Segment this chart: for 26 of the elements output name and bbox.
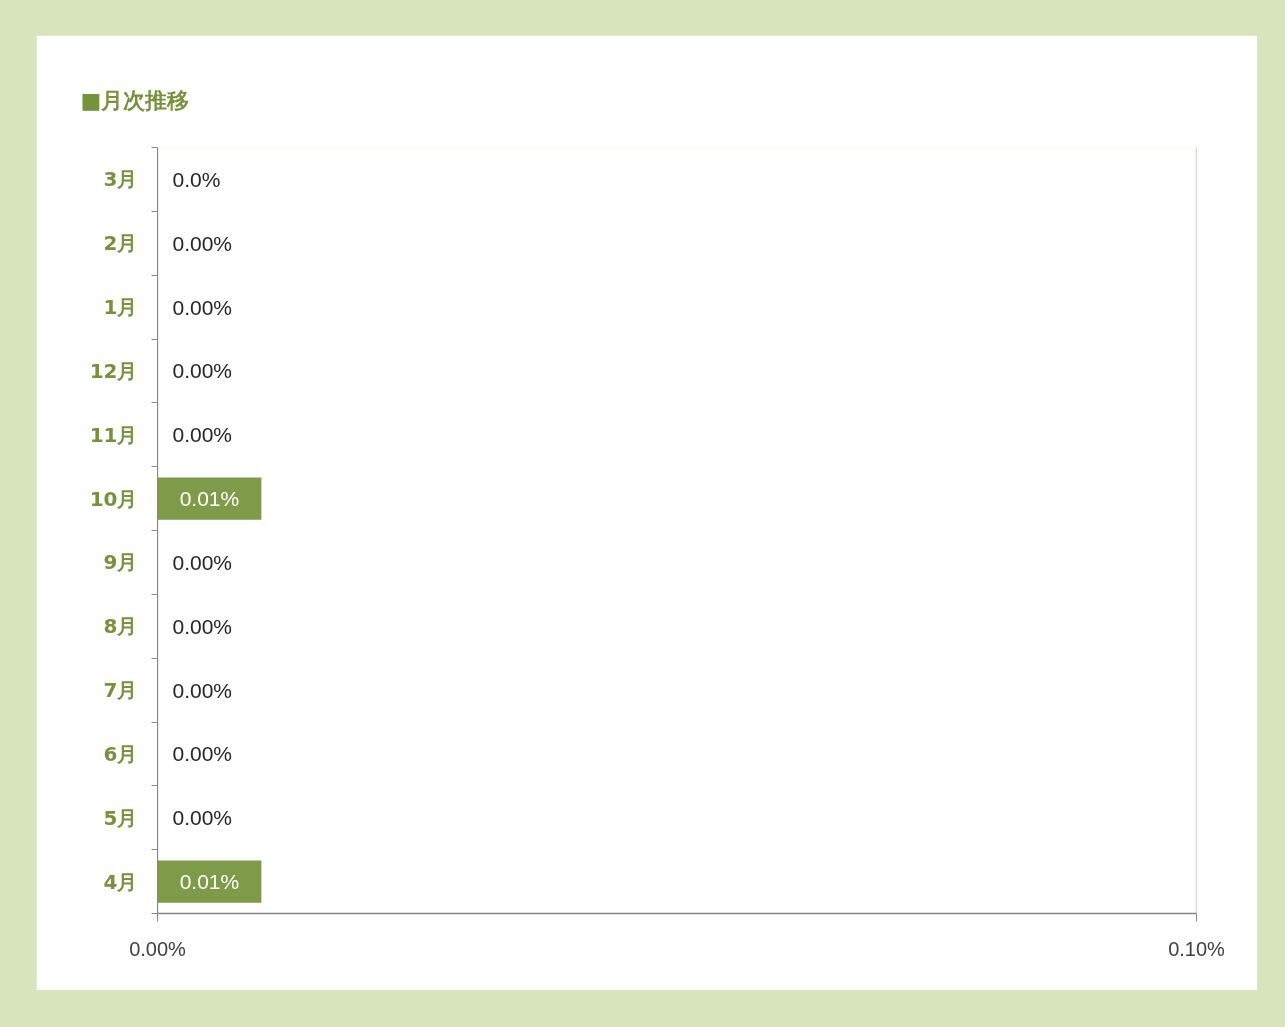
x-tick-label: 0.10%	[1168, 937, 1226, 960]
y-tick-label: 1月	[103, 295, 138, 320]
y-tick-label: 5月	[103, 805, 138, 830]
data-label: 0.00%	[172, 231, 233, 255]
y-tick-label: 3月	[103, 167, 138, 192]
y-tick-label: 7月	[103, 678, 138, 703]
data-label: 0.01%	[179, 870, 240, 894]
data-label: 0.00%	[172, 806, 233, 830]
data-label: 0.00%	[172, 614, 233, 638]
data-label: 0.00%	[172, 423, 233, 447]
data-label: 0.0%	[172, 167, 221, 191]
y-tick-label: 2月	[103, 231, 138, 256]
y-tick-label: 11月	[89, 422, 138, 447]
data-label: 0.01%	[179, 487, 240, 511]
y-tick-label: 10月	[89, 486, 138, 511]
data-label: 0.00%	[172, 359, 233, 383]
y-tick-label: 12月	[89, 358, 138, 383]
y-tick-label: 6月	[103, 741, 138, 766]
y-tick-label: 8月	[103, 614, 138, 639]
data-label: 0.00%	[172, 742, 233, 766]
chart-title: ■月次推移	[80, 87, 190, 113]
data-label: 0.00%	[172, 678, 233, 702]
data-label: 0.00%	[172, 550, 233, 574]
y-tick-label: 9月	[103, 550, 138, 575]
y-tick-label: 4月	[103, 869, 138, 894]
data-label: 0.00%	[172, 295, 233, 319]
